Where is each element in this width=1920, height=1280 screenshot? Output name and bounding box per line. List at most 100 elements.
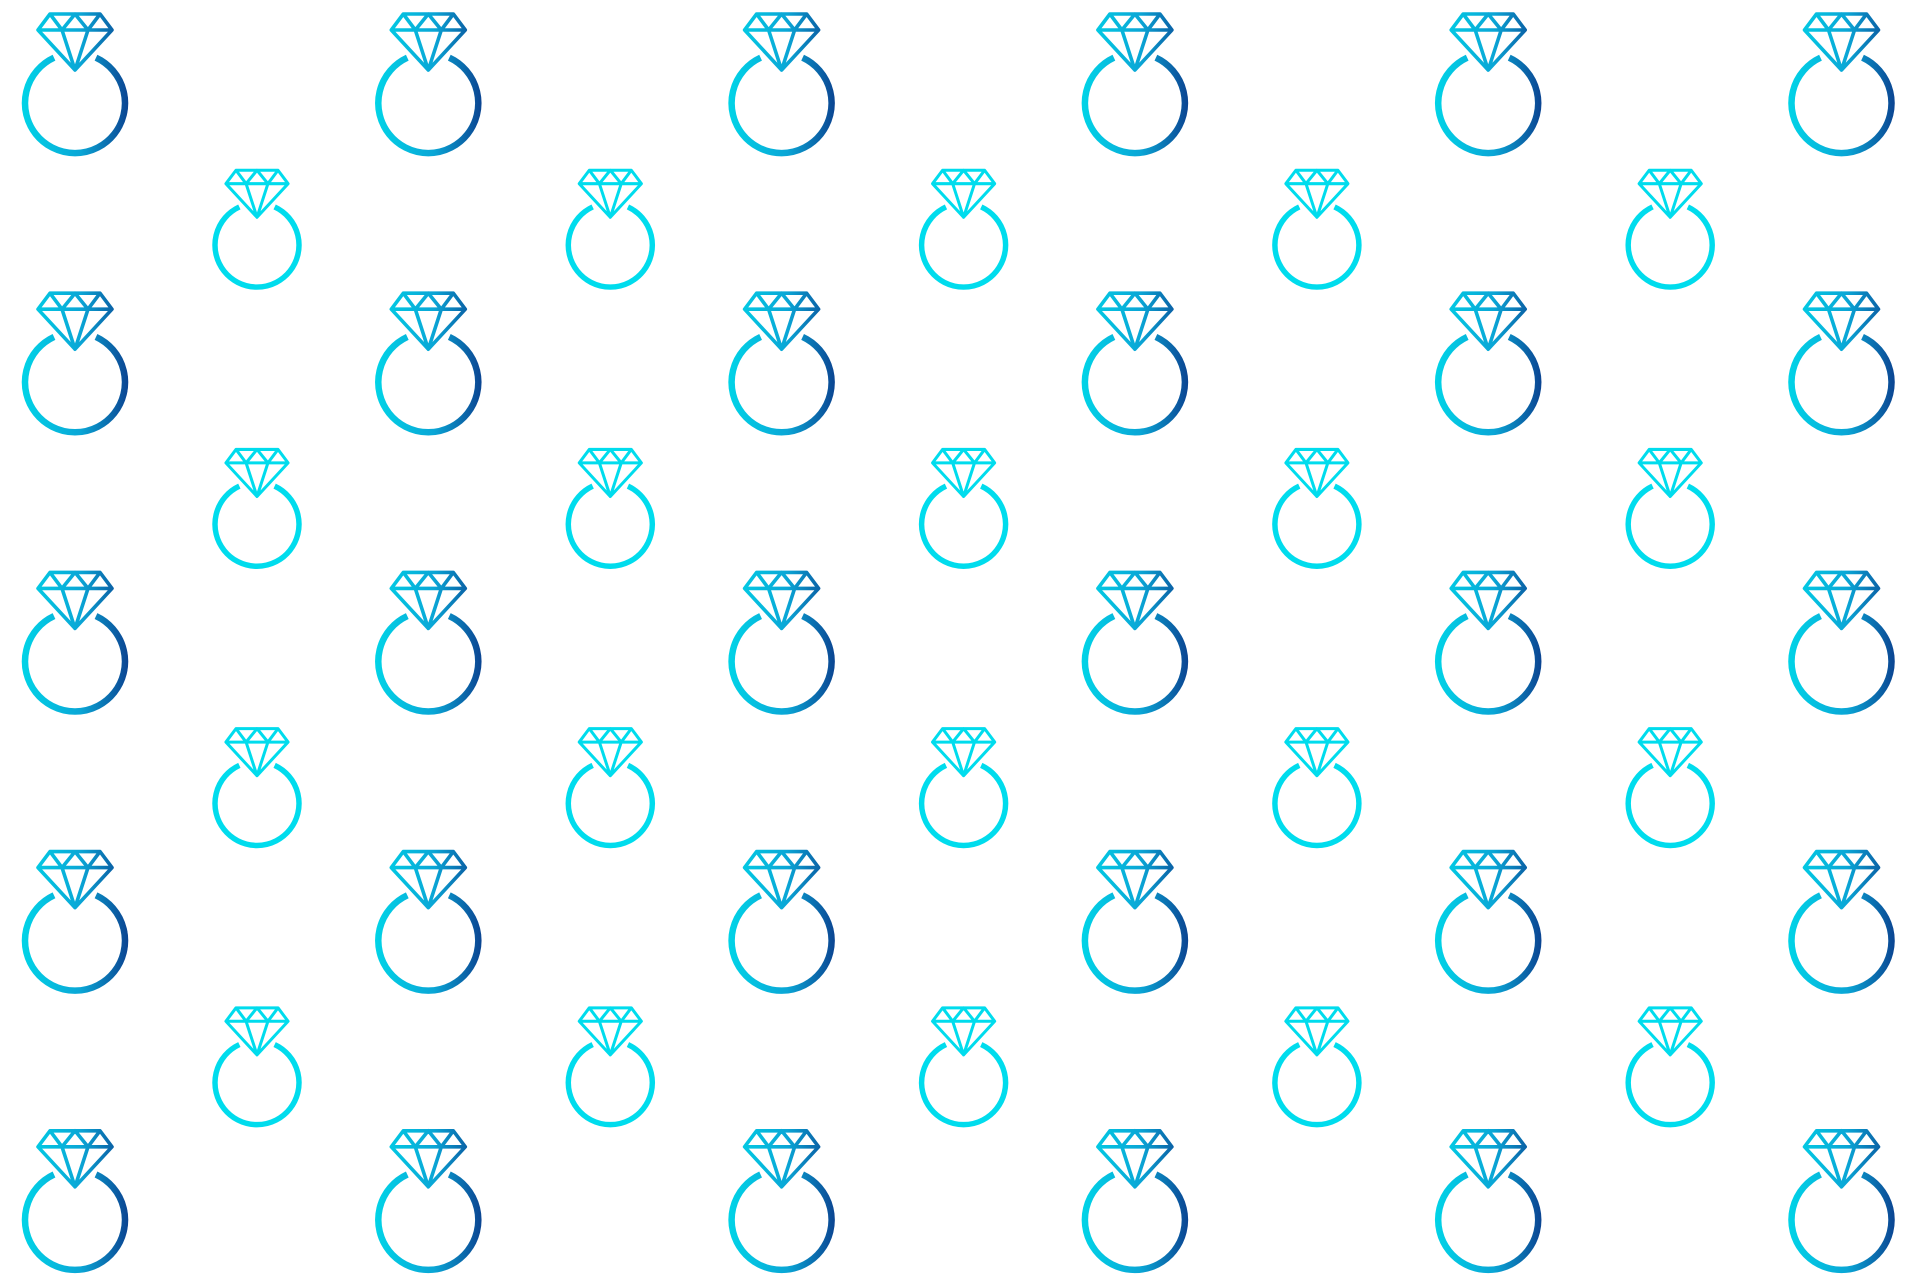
small-diamond-ring-icon [1272,168,1362,290]
ring-band [1625,204,1715,290]
large-diamond-ring-icon [728,1129,835,1274]
ring-band [728,892,835,994]
large-diamond-ring-icon [728,12,835,157]
small-diamond-ring-icon [212,727,302,849]
large-diamond-ring-icon [1434,12,1542,157]
large-diamond-ring-icon [375,570,482,715]
diamond-icon [224,168,290,219]
large-diamond-ring-icon [1434,570,1542,715]
diamond-icon [931,168,997,219]
diamond-icon [1096,12,1174,72]
diamond-icon [742,1129,821,1189]
diamond-icon [931,727,997,778]
large-diamond-ring-icon [1788,570,1895,715]
ring-band [1625,762,1715,849]
diamond-icon [1284,1006,1350,1057]
ring-band [565,1042,656,1128]
diamond-icon [224,1006,290,1057]
small-diamond-ring-icon [565,447,656,569]
diamond-icon [742,291,821,352]
large-diamond-ring-icon [375,849,482,994]
diamond-icon [1449,1129,1527,1189]
diamond-icon [389,570,468,631]
large-diamond-ring-icon [21,12,129,157]
diamond-icon [224,447,290,498]
diamond-icon [36,291,114,352]
diamond-icon [742,849,821,910]
ring-band [1625,483,1715,569]
large-diamond-ring-icon [1081,1129,1189,1274]
large-diamond-ring-icon [1788,1129,1895,1274]
ring-band [918,483,1009,569]
ring-band [1434,613,1542,715]
diamond-icon [1802,849,1881,910]
diamond-icon [1637,447,1703,498]
diamond-icon [389,291,468,352]
small-diamond-ring-icon [565,1006,656,1128]
diamond-icon [1096,570,1174,631]
small-diamond-ring-icon [918,447,1009,569]
small-diamond-ring-icon [565,168,656,290]
large-diamond-ring-icon [728,570,835,715]
diamond-icon [1802,291,1881,352]
ring-band [1081,54,1189,157]
large-diamond-ring-icon [728,849,835,994]
ring-band [21,892,129,994]
diamond-icon [931,447,997,498]
small-diamond-ring-icon [1272,1006,1362,1128]
large-diamond-ring-icon [1081,291,1189,436]
diamond-icon [224,727,290,778]
ring-band [375,333,482,436]
large-diamond-ring-icon [375,12,482,157]
ring-band [375,613,482,715]
large-diamond-ring-icon [375,1129,482,1274]
ring-band [1272,483,1362,569]
diamond-icon [1637,1006,1703,1057]
diamond-icon [1802,1129,1881,1189]
large-diamond-ring-icon [728,291,835,436]
diamond-icon [931,1006,997,1057]
ring-band [375,892,482,994]
diamond-icon [1096,291,1174,352]
diamond-icon [1449,570,1527,631]
ring-band [1788,613,1895,715]
large-diamond-ring-icon [1788,849,1895,994]
ring-band [1081,333,1189,436]
diamond-icon [1284,727,1350,778]
diamond-icon [36,12,114,72]
ring-band [1434,333,1542,436]
small-diamond-ring-icon [1625,727,1715,849]
diamond-icon [1449,291,1527,352]
large-diamond-ring-icon [1434,849,1542,994]
ring-band [21,613,129,715]
diamond-icon [389,12,468,72]
ring-band [728,54,835,157]
large-diamond-ring-icon [1081,849,1189,994]
ring-band [728,1171,835,1274]
small-diamond-ring-icon [918,727,1009,849]
diamond-icon [389,1129,468,1189]
ring-band [21,333,129,436]
ring-band [375,1171,482,1274]
diamond-icon [36,849,114,910]
small-diamond-ring-icon [1625,447,1715,569]
large-diamond-ring-icon [1081,12,1189,157]
ring-band [1272,762,1362,849]
small-diamond-ring-icon [565,727,656,849]
ring-band [1081,892,1189,994]
ring-band [1625,1042,1715,1128]
ring-band [1788,892,1895,994]
ring-band [565,483,656,569]
small-diamond-ring-icon [918,168,1009,290]
small-diamond-ring-icon [1625,168,1715,290]
diamond-icon [1637,727,1703,778]
diamond-icon [577,727,643,778]
ring-band [728,613,835,715]
large-diamond-ring-icon [21,291,129,436]
diamond-icon [742,12,821,72]
ring-band [1788,54,1895,157]
large-diamond-ring-icon [1788,291,1895,436]
diamond-icon [1096,849,1174,910]
large-diamond-ring-icon [1434,291,1542,436]
